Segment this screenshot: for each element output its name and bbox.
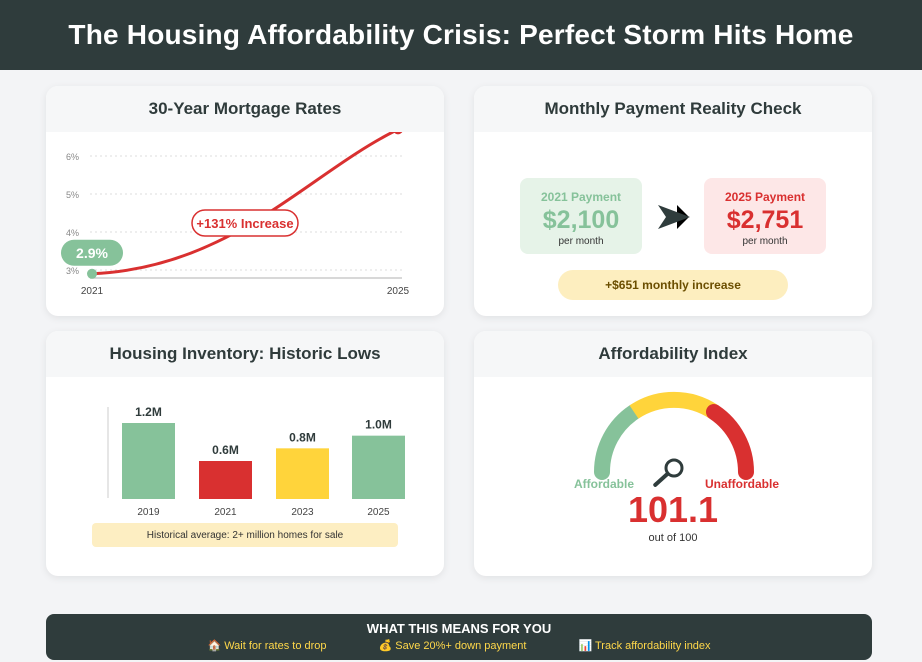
- gauge-arc-red: [706, 404, 755, 480]
- gauge-arc-green: [593, 404, 642, 480]
- affordability-card-title: Affordability Index: [474, 331, 872, 377]
- mortgage-card-title: 30-Year Mortgage Rates: [46, 86, 444, 132]
- bar-category-label: 2019: [137, 507, 160, 518]
- bar-value-label: 1.2M: [135, 405, 162, 419]
- bar-value-label: 1.0M: [365, 418, 392, 432]
- payment-card-title: Monthly Payment Reality Check: [474, 86, 872, 132]
- inventory-bar: [276, 448, 329, 499]
- takeaway-tips: 🏠 Wait for rates to drop 💰 Save 20%+ dow…: [46, 639, 872, 652]
- inventory-card: Housing Inventory: Historic Lows 1.2M 201…: [46, 331, 444, 576]
- payment-2021-box: 2021 Payment $2,100 per month: [520, 178, 642, 254]
- affordability-card: Affordability Index Affordable Unafforda…: [474, 331, 872, 576]
- y-tick-label: 5%: [66, 190, 79, 200]
- payment-2025-sub: per month: [742, 236, 788, 247]
- increase-badge: [191, 209, 299, 237]
- y-tick-label: 6%: [66, 152, 79, 162]
- affordability-value: 101.1: [628, 489, 718, 530]
- payment-2025-amount: $2,751: [726, 206, 804, 234]
- payment-card: Monthly Payment Reality Check 2021 Payme…: [474, 86, 872, 316]
- historical-average-note: Historical average: 2+ million homes for…: [92, 523, 398, 547]
- point-2021: [87, 268, 97, 279]
- start-rate-badge: [61, 239, 123, 266]
- y-tick-label: 4%: [66, 228, 79, 238]
- takeaway-banner: WHAT THIS MEANS FOR YOU 🏠 Wait for rates…: [46, 614, 872, 660]
- x-tick-label: 2021: [81, 286, 104, 297]
- affordability-sub: out of 100: [649, 532, 698, 544]
- increase-label: +131% Increase: [196, 216, 293, 231]
- tip-track-index: 📊 Track affordability index: [578, 640, 711, 652]
- affordability-gauge: Affordable Unaffordable 101.1 out of 100: [574, 391, 779, 544]
- payment-2021-amount: $2,100: [542, 206, 620, 234]
- inventory-bar: [199, 461, 252, 499]
- mortgage-rates-card: 30-Year Mortgage Rates 3% 4% 5% 6% 2021 2025 2…: [46, 86, 444, 316]
- gauge-pivot: [664, 458, 684, 478]
- inventory-card-title: Housing Inventory: Historic Lows: [46, 331, 444, 377]
- x-tick-label: 2025: [387, 286, 410, 297]
- takeaway-title: WHAT THIS MEANS FOR YOU: [366, 621, 552, 636]
- gauge-label-unaffordable: Unaffordable: [705, 477, 779, 491]
- bar-value-label: 0.6M: [212, 443, 239, 457]
- point-2025: [393, 124, 403, 135]
- page-title: The Housing Affordability Crisis: Perfec…: [68, 19, 854, 50]
- y-tick-label: 3%: [66, 266, 79, 276]
- tip-save-down-payment: 💰 Save 20%+ down payment: [378, 640, 527, 652]
- payment-2021-label: 2021 Payment: [540, 190, 622, 204]
- payment-2021-sub: per month: [558, 236, 604, 247]
- page-header: The Housing Affordability Crisis: Perfec…: [0, 0, 922, 70]
- payment-2025-label: 2025 Payment: [724, 190, 806, 204]
- gauge-arc-yellow: [629, 391, 719, 419]
- bar-value-label: 0.8M: [289, 430, 316, 444]
- inventory-bar-chart: 1.2M 2019 0.6M 2021 0.8M 2023 1.0M 2025: [107, 405, 405, 518]
- payment-2025-box: 2025 Payment $2,751 per month: [704, 178, 826, 254]
- bar-category-label: 2021: [214, 507, 237, 518]
- inventory-bar: [352, 435, 405, 499]
- start-rate-label: 2.9%: [76, 245, 108, 261]
- monthly-increase-badge: +$651 monthly increase: [558, 270, 788, 300]
- bar-category-label: 2025: [367, 507, 390, 518]
- rate-line: [91, 128, 399, 276]
- arrow-right-icon: [658, 205, 690, 229]
- bar-category-label: 2023: [291, 507, 314, 518]
- inventory-bar: [122, 423, 175, 499]
- gauge-label-affordable: Affordable: [574, 477, 634, 491]
- tip-wait-rates: 🏠 Wait for rates to drop: [207, 640, 327, 652]
